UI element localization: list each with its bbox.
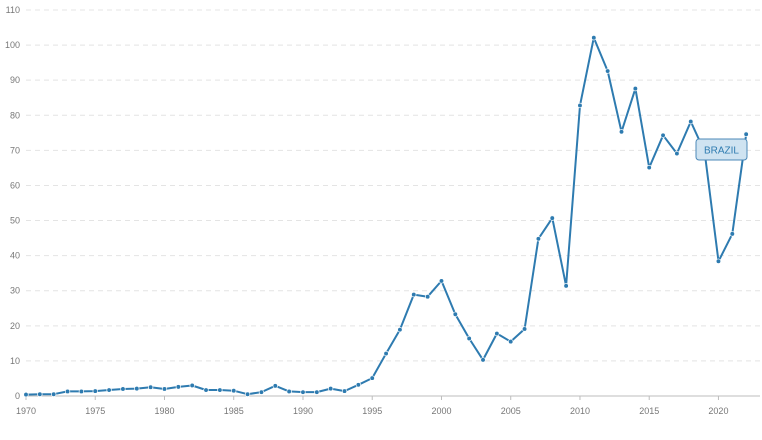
x-tick-label-1995: 1995 — [362, 406, 382, 416]
data-points — [23, 35, 749, 398]
x-tick-label-2015: 2015 — [639, 406, 659, 416]
x-tick-labels: 1970 1975 1980 1985 1990 1995 2000 2005 2010 2015… — [16, 406, 728, 416]
y-tick-label-20: 20 — [10, 321, 20, 331]
data-point-1998 — [411, 291, 417, 298]
data-point-1973 — [64, 388, 71, 395]
x-tick-label-1980: 1980 — [154, 406, 174, 416]
data-point-1977 — [120, 386, 126, 392]
series-label[interactable]: BRAZIL — [695, 138, 748, 161]
data-point-1996 — [383, 350, 389, 357]
x-tick-label-1970: 1970 — [16, 406, 36, 416]
data-point-2001 — [452, 311, 458, 317]
data-point-1997 — [397, 327, 403, 333]
data-point-1994 — [355, 382, 362, 388]
y-tick-label-30: 30 — [10, 286, 20, 296]
y-tick-label-70: 70 — [10, 145, 20, 155]
x-tick-label-1985: 1985 — [224, 406, 244, 416]
data-point-2008 — [549, 215, 555, 221]
data-point-2022 — [743, 131, 749, 137]
y-tick-labels: 0 10 20 30 40 50 60 70 80 90 100 110 — [5, 5, 20, 401]
data-point-1995 — [369, 375, 375, 381]
data-point-1975 — [92, 388, 98, 394]
data-point-2009 — [563, 283, 569, 289]
series-label-box[interactable] — [695, 138, 748, 161]
data-point-1987 — [258, 389, 265, 395]
y-tick-label-90: 90 — [10, 75, 20, 85]
data-point-2018 — [688, 118, 694, 125]
data-point-1984 — [217, 387, 223, 393]
data-point-2002 — [466, 335, 472, 342]
data-point-1989 — [286, 388, 292, 395]
data-point-1971 — [37, 391, 43, 397]
data-point-2011 — [591, 35, 597, 41]
series-brazil[interactable] — [25, 36, 748, 396]
data-point-2014 — [632, 85, 639, 92]
x-tick-label-1975: 1975 — [85, 406, 105, 416]
data-point-2013 — [618, 129, 625, 135]
data-point-1981 — [175, 384, 181, 390]
y-tick-label-80: 80 — [10, 110, 20, 120]
data-point-2016 — [660, 132, 666, 138]
y-tick-label-100: 100 — [5, 40, 20, 50]
data-point-2005 — [508, 338, 514, 345]
x-tick-label-2005: 2005 — [501, 406, 521, 416]
data-point-1970 — [23, 391, 29, 398]
data-point-2010 — [577, 102, 583, 109]
data-point-1976 — [106, 387, 112, 393]
data-point-1993 — [341, 388, 348, 394]
data-point-1990 — [300, 389, 306, 395]
data-point-1979 — [147, 384, 154, 390]
data-point-2006 — [521, 326, 528, 332]
series-line-brazil[interactable] — [25, 36, 748, 396]
data-point-2017 — [674, 150, 680, 157]
series-label-text: BRAZIL — [704, 146, 739, 157]
y-tick-label-50: 50 — [10, 216, 20, 226]
data-point-1982 — [189, 382, 195, 389]
data-point-1983 — [203, 387, 209, 393]
y-tick-label-10: 10 — [10, 356, 20, 366]
data-point-1988 — [272, 383, 278, 389]
data-point-1991 — [314, 389, 320, 395]
data-point-2015 — [646, 164, 652, 171]
data-point-1992 — [328, 385, 334, 392]
y-tick-label-40: 40 — [10, 251, 20, 261]
data-point-2007 — [535, 236, 542, 242]
data-point-1980 — [161, 386, 168, 392]
data-point-1972 — [51, 391, 57, 397]
y-tick-label-60: 60 — [10, 180, 20, 190]
data-point-1986 — [244, 391, 251, 397]
data-point-1974 — [78, 388, 85, 395]
x-tick-label-2020: 2020 — [708, 406, 728, 416]
data-point-2020 — [715, 258, 722, 264]
data-point-2021 — [729, 231, 735, 237]
y-tick-label-110: 110 — [6, 5, 20, 15]
data-point-1985 — [231, 388, 237, 394]
data-point-2004 — [494, 330, 500, 337]
data-point-2000 — [438, 278, 445, 284]
x-tick-label-2010: 2010 — [570, 406, 590, 416]
data-point-1999 — [424, 294, 431, 300]
gridlines — [26, 9, 760, 362]
data-point-2003 — [480, 357, 486, 363]
y-tick-label-0: 0 — [15, 391, 20, 401]
data-point-2012 — [605, 68, 611, 74]
data-point-1978 — [134, 385, 140, 392]
axes — [25, 395, 760, 400]
x-tick-label-2000: 2000 — [431, 406, 451, 416]
x-tick-label-1990: 1990 — [293, 406, 313, 416]
